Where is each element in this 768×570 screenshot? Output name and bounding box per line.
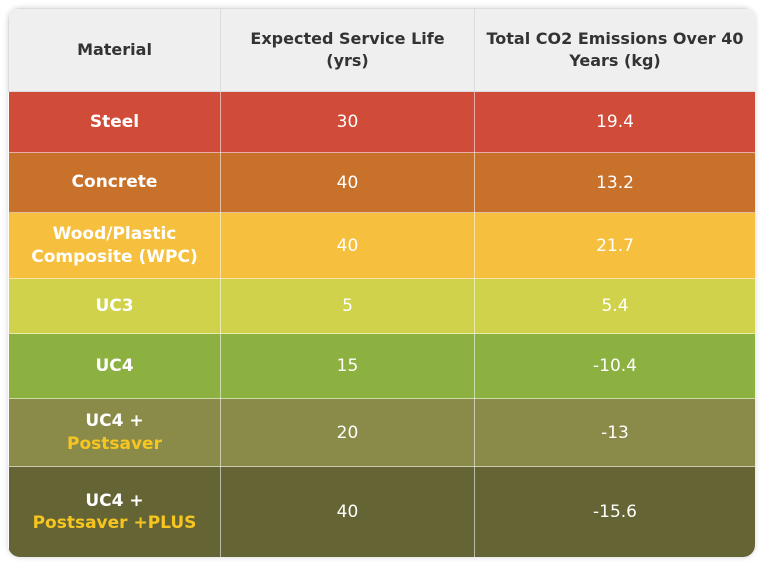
- table-row: Concrete 40 13.2: [8, 152, 755, 213]
- service-life-cell: 5: [220, 278, 475, 334]
- co2-cell: 21.7: [474, 212, 755, 279]
- table-row: Wood/Plastic Composite (WPC) 40 21.7: [8, 212, 755, 279]
- co2-cell: 5.4: [474, 278, 755, 334]
- service-life-cell: 40: [220, 212, 475, 279]
- header-cell: Total CO2 Emissions Over 40 Years (kg): [474, 8, 755, 92]
- service-life-cell: 20: [220, 398, 475, 467]
- material-cell: UC4: [8, 333, 221, 399]
- material-highlight: Postsaver +PLUS: [32, 513, 197, 533]
- material-cell: UC3: [8, 278, 221, 334]
- service-life-cell: 15: [220, 333, 475, 399]
- comparison-table: Material Expected Service Life (yrs) Tot…: [8, 8, 755, 557]
- header-cell: Expected Service Life (yrs): [220, 8, 475, 92]
- table-card: Material Expected Service Life (yrs) Tot…: [8, 8, 755, 557]
- service-life-cell: 40: [220, 152, 475, 213]
- table-row: Steel 30 19.4: [8, 91, 755, 153]
- table-row: UC4 + Postsaver +PLUS 40 -15.6: [8, 466, 755, 557]
- header-row: Material Expected Service Life (yrs) Tot…: [8, 8, 755, 92]
- material-highlight: Postsaver: [67, 433, 162, 454]
- header-cell: Material: [8, 8, 221, 92]
- table-row: UC3 5 5.4: [8, 278, 755, 334]
- table-body: Steel 30 19.4 Concrete 40 13.2 Wood/Plastic Co…: [8, 91, 755, 557]
- co2-cell: 13.2: [474, 152, 755, 213]
- material-cell: UC4 + Postsaver: [8, 398, 221, 467]
- co2-cell: 19.4: [474, 91, 755, 153]
- material-name: Steel: [89, 111, 140, 132]
- co2-cell: -15.6: [474, 466, 755, 557]
- material-cell: Steel: [8, 91, 221, 153]
- material-name: UC4 +: [85, 490, 144, 511]
- material-cell: Wood/Plastic Composite (WPC): [8, 212, 221, 279]
- service-life-cell: 40: [220, 466, 475, 557]
- co2-cell: -10.4: [474, 333, 755, 399]
- material-cell: UC4 + Postsaver +PLUS: [8, 466, 221, 557]
- service-life-cell: 30: [220, 91, 475, 153]
- material-name: Concrete: [71, 172, 158, 193]
- material-cell: Concrete: [8, 152, 221, 213]
- table-header: Material Expected Service Life (yrs) Tot…: [8, 8, 755, 92]
- material-name: UC4 +: [85, 411, 144, 432]
- material-name: Wood/Plastic Composite (WPC): [31, 224, 198, 267]
- table-row: UC4 + Postsaver 20 -13: [8, 398, 755, 467]
- table-row: UC4 15 -10.4: [8, 333, 755, 399]
- material-name: UC3: [95, 295, 134, 316]
- co2-cell: -13: [474, 398, 755, 467]
- material-name: UC4: [95, 355, 134, 376]
